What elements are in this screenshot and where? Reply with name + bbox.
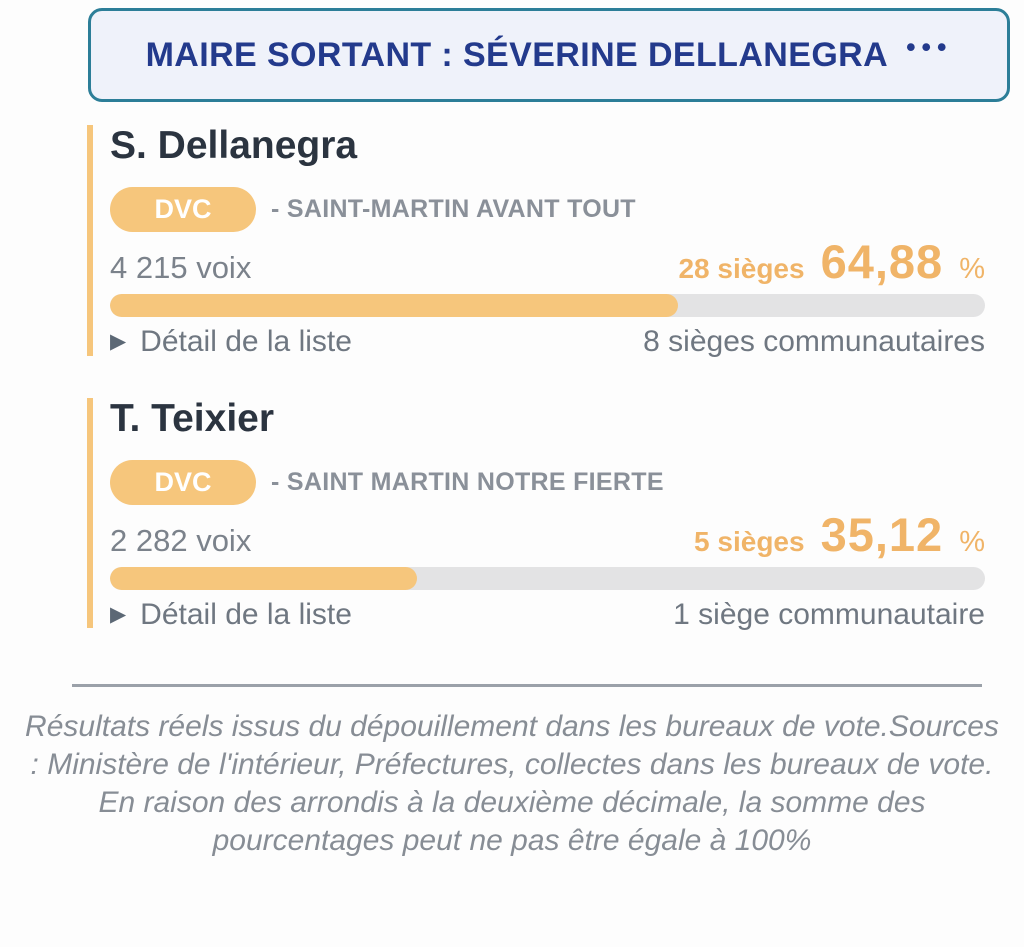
triangle-right-icon: ▶	[110, 329, 127, 353]
candidate-name: S. Dellanegra	[110, 124, 358, 167]
seats-count: 28 sièges	[678, 253, 805, 285]
detail-toggle-label: Détail de la liste	[140, 325, 352, 359]
triangle-right-icon: ▶	[110, 602, 127, 626]
more-options-icon[interactable]: •••	[906, 31, 953, 62]
detail-toggle[interactable]: ▶ Détail de la liste	[110, 325, 352, 359]
footer-divider	[72, 684, 982, 687]
percent-sign: %	[959, 253, 985, 286]
percent-value: 64,88	[820, 235, 944, 289]
score-group: 5 sièges 35,12 %	[694, 511, 985, 559]
list-name: - SAINT MARTIN NOTRE FIERTE	[271, 468, 664, 497]
list-name: - SAINT-MARTIN AVANT TOUT	[271, 195, 636, 224]
vote-share-progress-fill	[110, 567, 418, 591]
candidate-card: T. Teixier DVC - SAINT MARTIN NOTRE FIER…	[87, 397, 985, 631]
party-badge: DVC	[110, 187, 256, 233]
seats-count: 5 sièges	[694, 526, 805, 558]
incumbent-mayor-banner[interactable]: MAIRE SORTANT : SÉVERINE DELLANEGRA •••	[88, 8, 1010, 102]
detail-toggle-label: Détail de la liste	[140, 598, 352, 632]
sources-disclaimer: Résultats réels issus du dépouillement d…	[25, 710, 999, 857]
vote-share-progress-fill	[110, 294, 678, 318]
votes-count: 2 282 voix	[110, 523, 252, 559]
candidate-card: S. Dellanegra DVC - SAINT-MARTIN AVANT T…	[87, 124, 985, 359]
percent-sign: %	[959, 526, 985, 559]
stats-row: 4 215 voix 28 sièges 64,88 %	[110, 238, 985, 286]
card-footer-row: ▶ Détail de la liste 1 siège communautai…	[110, 598, 985, 632]
detail-toggle[interactable]: ▶ Détail de la liste	[110, 598, 352, 632]
community-seats-label: 8 sièges communautaires	[643, 325, 985, 359]
candidate-name: T. Teixier	[110, 397, 275, 440]
card-footer-row: ▶ Détail de la liste 8 sièges communauta…	[110, 325, 985, 359]
community-seats-label: 1 siège communautaire	[673, 598, 985, 632]
percent-value: 35,12	[820, 508, 944, 562]
score-group: 28 sièges 64,88 %	[678, 238, 985, 286]
vote-share-progressbar	[110, 294, 985, 318]
votes-count: 4 215 voix	[110, 250, 252, 286]
party-row: DVC - SAINT MARTIN NOTRE FIERTE	[110, 460, 985, 506]
vote-share-progressbar	[110, 567, 985, 591]
stats-row: 2 282 voix 5 sièges 35,12 %	[110, 511, 985, 559]
party-badge: DVC	[110, 460, 256, 506]
party-row: DVC - SAINT-MARTIN AVANT TOUT	[110, 187, 985, 233]
incumbent-mayor-label: MAIRE SORTANT : SÉVERINE DELLANEGRA	[145, 35, 889, 74]
